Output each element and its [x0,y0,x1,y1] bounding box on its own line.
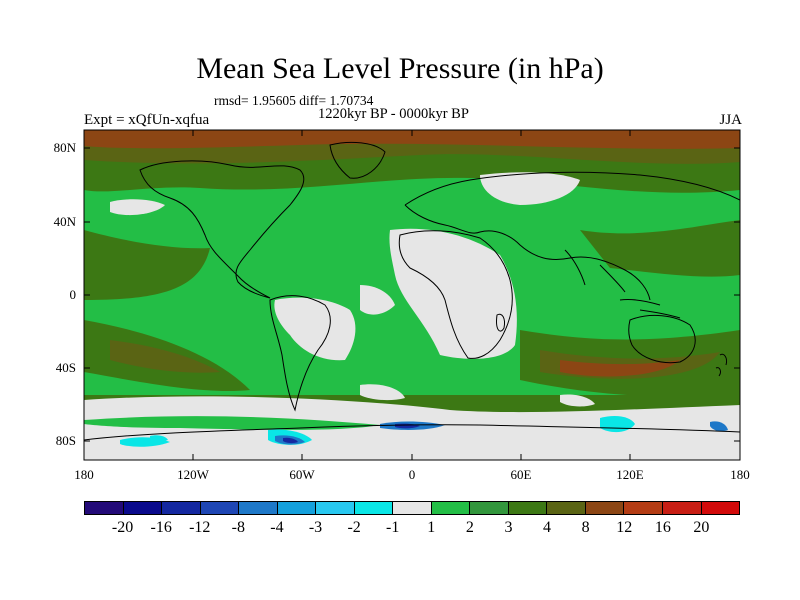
colorbar-swatch-8 [393,502,432,514]
colorbar-swatch-0 [85,502,124,514]
stats-label: rmsd= 1.95605 diff= 1.70734 [214,93,374,108]
colorbar-label-0: -20 [111,519,134,536]
colorbar-label-5: -3 [308,519,323,536]
lat-tick-80n: 80N [53,140,76,155]
colorbar-swatch-4 [239,502,278,514]
lon-tick-120w: 120W [177,467,209,482]
colorbar-label-8: 1 [427,519,436,536]
colorbar-label-4: -4 [270,519,284,536]
season-label: JJA [719,112,742,128]
colorbar-label-3: -8 [231,519,245,536]
colorbar-label-9: 2 [465,519,474,536]
colorbar-label-15: 20 [693,519,710,536]
colorbar-swatch-16 [701,502,740,514]
colorbar-swatch-12 [547,502,586,514]
colorbar-swatch-13 [585,502,625,514]
colorbar-label-1: -16 [150,519,172,536]
lon-tick-60e: 60E [510,467,532,482]
colorbar-swatch-14 [624,502,663,514]
lon-tick-60w: 60W [289,467,315,482]
colorbar-label-6: -2 [347,519,361,536]
colorbar-swatch-5 [277,502,317,514]
colorbar [84,501,740,515]
lon-tick-120e: 120E [616,467,644,482]
colorbar-label-13: 12 [616,519,633,536]
colorbar-swatch-1 [123,502,163,514]
colorbar-swatch-9 [431,502,471,514]
lon-tick-180e: 180 [730,467,750,482]
coastlines [84,141,740,441]
colorbar-label-11: 4 [543,519,552,536]
colorbar-swatch-11 [508,502,548,514]
axis-ticks [83,130,741,460]
lat-tick-0: 0 [69,287,77,302]
lon-tick-0: 0 [408,467,416,482]
colorbar-swatch-3 [200,502,240,514]
colorbar-label-12: 8 [581,519,590,536]
lat-tick-80s: 80S [55,433,76,448]
lon-tick-180w: 180 [74,467,94,482]
colorbar-swatch-2 [162,502,201,514]
map-field [84,130,740,460]
colorbar-label-2: -12 [189,519,211,536]
colorbar-swatch-7 [354,502,394,514]
lat-tick-40s: 40S [55,360,76,375]
experiment-label: Expt = xQfUn-xqfua [84,112,210,128]
colorbar-label-10: 3 [504,519,513,536]
colorbar-swatch-6 [316,502,355,514]
colorbar-label-7: -1 [386,519,400,536]
colorbar-label-14: 16 [654,519,671,536]
colorbar-swatch-15 [662,502,702,514]
chart-title: Mean Sea Level Pressure (in hPa) [196,52,604,85]
colorbar-swatch-10 [470,502,509,514]
lat-tick-40n: 40N [53,214,76,229]
period-label: 1220kyr BP - 0000kyr BP [318,106,469,122]
